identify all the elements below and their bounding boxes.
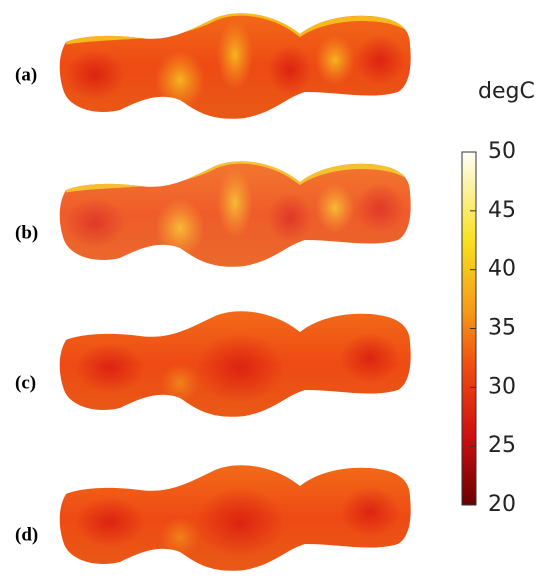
panel-label: (a) [15,64,37,85]
tick-label: 35 [488,316,516,341]
tick-label: 45 [488,198,516,223]
tick-label: 50 [488,139,516,164]
tick-label: 25 [488,433,516,458]
panel-label: (c) [15,372,36,393]
tick-label: 40 [488,257,516,282]
tick-label: 30 [488,374,516,399]
panel: (b) [15,161,411,267]
panel-label: (b) [15,222,38,243]
panel: (d) [15,465,411,571]
temperature-map [60,13,411,119]
temperature-map [60,465,411,571]
temperature-map [60,161,411,267]
panel-label: (d) [15,524,38,545]
temperature-map [60,311,411,417]
tick-label: 20 [488,492,516,517]
colorbar-unit: degC [478,79,535,104]
panel: (c) [15,311,411,417]
panel: (a) [15,13,411,119]
